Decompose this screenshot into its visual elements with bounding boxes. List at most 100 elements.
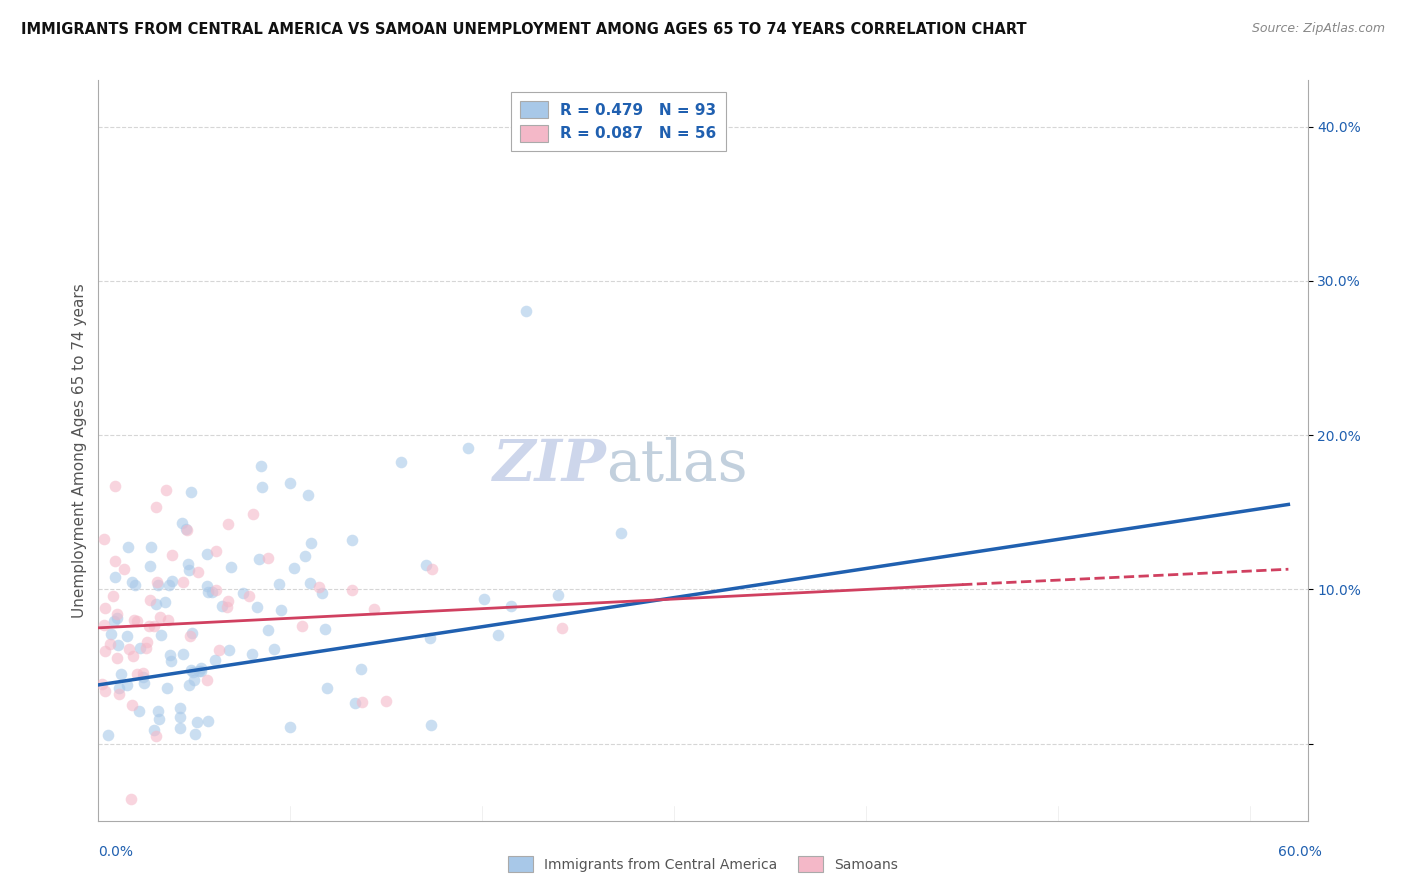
Text: 0.0%: 0.0% (98, 845, 134, 859)
Point (94, 644, 117, 658)
Point (389, 455, 412, 469)
Point (201, 585, 224, 599)
Point (139, 592, 162, 607)
Point (314, 622, 336, 636)
Point (211, 599, 233, 614)
Point (267, 577, 290, 591)
Point (107, 638, 129, 652)
Point (547, 588, 569, 602)
Point (187, 664, 209, 678)
Point (155, 483, 177, 498)
Point (153, 595, 176, 609)
Point (308, 580, 330, 594)
Text: ZIP: ZIP (492, 437, 606, 493)
Point (551, 621, 574, 635)
Point (172, 647, 194, 661)
Point (104, 478, 127, 492)
Point (257, 623, 280, 637)
Point (136, 634, 159, 648)
Point (419, 631, 441, 645)
Point (146, 574, 169, 589)
Point (350, 695, 373, 709)
Point (184, 727, 207, 741)
Point (141, 540, 163, 554)
Point (159, 654, 181, 668)
Point (104, 554, 127, 568)
Point (515, 303, 537, 318)
Point (98, 637, 121, 651)
Point (124, 578, 146, 592)
Point (204, 653, 226, 667)
Point (263, 642, 285, 657)
Point (207, 643, 229, 657)
Point (252, 480, 274, 494)
Point (121, 698, 143, 712)
Point (609, 526, 631, 541)
Point (112, 562, 135, 576)
Point (148, 712, 170, 726)
Point (157, 578, 180, 592)
Point (146, 704, 169, 718)
Point (499, 599, 522, 613)
Point (124, 613, 146, 627)
Point (110, 667, 132, 681)
Point (94, 601, 117, 615)
Point (122, 648, 145, 663)
Point (105, 651, 128, 665)
Point (217, 517, 239, 532)
Point (181, 665, 204, 679)
Point (100, 627, 122, 641)
Point (278, 475, 301, 490)
Point (240, 647, 263, 661)
Point (340, 583, 363, 598)
Point (205, 583, 228, 598)
Point (132, 670, 155, 684)
Point (145, 500, 167, 515)
Point (138, 619, 160, 633)
Point (115, 629, 138, 643)
Point (132, 676, 155, 690)
Point (105, 611, 128, 625)
Point (120, 792, 142, 806)
Text: IMMIGRANTS FROM CENTRAL AMERICA VS SAMOAN UNEMPLOYMENT AMONG AGES 65 TO 74 YEARS: IMMIGRANTS FROM CENTRAL AMERICA VS SAMOA… (21, 22, 1026, 37)
Text: Source: ZipAtlas.com: Source: ZipAtlas.com (1251, 22, 1385, 36)
Point (299, 576, 322, 591)
Point (146, 578, 169, 592)
Point (472, 591, 495, 606)
Point (247, 552, 270, 566)
Text: 60.0%: 60.0% (1278, 845, 1322, 859)
Point (183, 673, 205, 687)
Point (294, 549, 316, 564)
Point (172, 574, 194, 589)
Point (118, 642, 141, 657)
Point (93, 532, 115, 546)
Point (299, 536, 322, 550)
Point (139, 558, 162, 573)
Point (128, 704, 150, 718)
Point (162, 574, 184, 589)
Point (249, 458, 271, 473)
Point (186, 714, 208, 729)
Point (190, 661, 212, 675)
Point (221, 560, 243, 574)
Point (169, 710, 191, 724)
Point (125, 667, 148, 681)
Point (242, 507, 264, 521)
Point (142, 723, 165, 737)
Point (108, 688, 131, 702)
Point (157, 613, 180, 627)
Point (149, 628, 172, 642)
Point (135, 641, 157, 656)
Point (190, 664, 212, 678)
Point (105, 607, 128, 622)
Point (419, 718, 441, 732)
Point (420, 562, 443, 576)
Point (129, 640, 152, 655)
Point (486, 628, 509, 642)
Point (195, 579, 218, 593)
Point (291, 619, 314, 633)
Point (145, 730, 167, 744)
Point (457, 441, 479, 455)
Point (160, 548, 183, 562)
Point (169, 721, 191, 735)
